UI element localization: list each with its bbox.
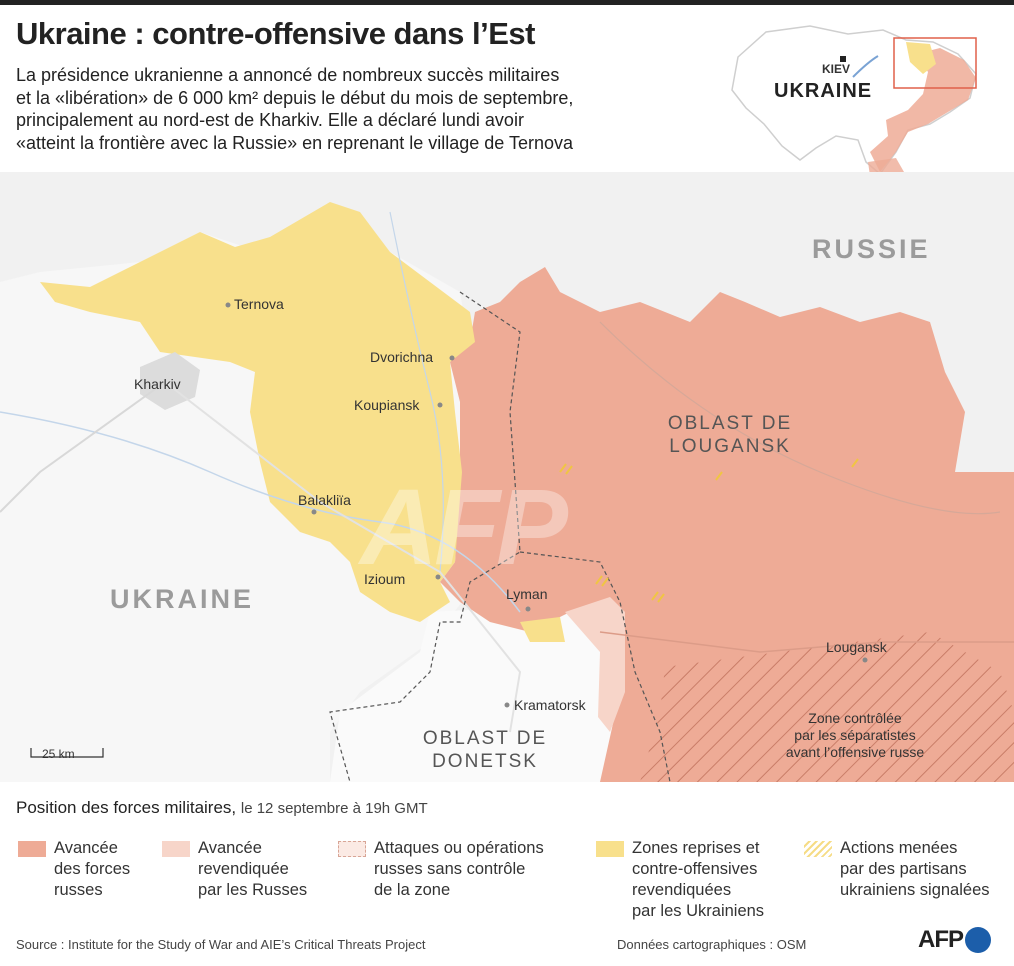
legend-line: par des partisans bbox=[840, 860, 967, 878]
afp-logo-text: AFP bbox=[918, 926, 964, 953]
legend-line: par les Russes bbox=[198, 881, 308, 899]
zone-line: Zone contrôlée bbox=[808, 710, 902, 726]
intro-line: principalement au nord-est de Kharkiv. E… bbox=[16, 110, 524, 130]
river bbox=[599, 321, 1001, 515]
lyman-dot bbox=[525, 606, 531, 612]
legend-line: revendiquées bbox=[632, 881, 732, 899]
afp-logo-dot bbox=[965, 927, 991, 953]
page-title: Ukraine : contre-offensive dans l’Est bbox=[16, 16, 535, 51]
place-izioum: Izioum bbox=[364, 571, 406, 587]
legend-line: ukrainiens signalées bbox=[840, 881, 990, 899]
inset-retaken-area bbox=[906, 42, 936, 74]
oblast-label-lougansk: OBLAST DE LOUGANSK bbox=[655, 412, 805, 458]
place-ternova: Ternova bbox=[234, 296, 284, 312]
swatch-attacks bbox=[338, 841, 366, 857]
legend-line: Actions menées bbox=[840, 839, 958, 857]
legend-line: Zones reprises et bbox=[632, 839, 760, 857]
river bbox=[0, 411, 521, 613]
kharkiv-urban bbox=[140, 352, 200, 410]
legend-item-attacks: Attaques ou opérations russes sans contr… bbox=[338, 838, 544, 901]
legend-line: Avancée bbox=[54, 839, 118, 857]
intro-line: «atteint la frontière avec la Russie» en… bbox=[16, 132, 574, 153]
swatch-claimed bbox=[162, 841, 190, 857]
legend-item-retaken: Zones reprises et contre-offensives reve… bbox=[596, 838, 764, 922]
retaken-lyman-strip bbox=[520, 617, 565, 642]
retaken-area bbox=[40, 202, 475, 622]
legend-line: russes sans contrôle bbox=[374, 860, 526, 878]
legend-line: revendiquée bbox=[198, 860, 289, 878]
legend-line: des forces bbox=[54, 860, 131, 878]
legend-date: le 12 septembre à 19h GMT bbox=[240, 800, 428, 817]
oblast-line: DONETSK bbox=[432, 751, 538, 772]
legend-title: Position des forces militaires, bbox=[16, 798, 237, 817]
legend-line: contre-offensives bbox=[632, 860, 758, 878]
afp-logo: AFP bbox=[918, 926, 991, 954]
map-credits: Données cartographiques : OSM bbox=[617, 937, 807, 952]
swatch-retaken bbox=[596, 841, 624, 857]
source-note: Source : Institute for the Study of War … bbox=[16, 937, 426, 952]
country-label-ukraine: UKRAINE bbox=[110, 584, 255, 614]
koupiansk-dot bbox=[437, 402, 443, 408]
swatch-russian-advance bbox=[18, 841, 46, 857]
afp-watermark: AFP bbox=[360, 466, 568, 587]
claimed-area bbox=[565, 597, 625, 732]
oblast-line: OBLAST DE bbox=[667, 413, 793, 434]
legend-line: Attaques ou opérations bbox=[374, 839, 544, 857]
oblast-border bbox=[329, 291, 521, 782]
road bbox=[0, 381, 166, 513]
inset-occupied-area bbox=[870, 48, 976, 172]
top-rule bbox=[0, 0, 1014, 5]
inset-locator-map: KIEV UKRAINE bbox=[718, 12, 998, 182]
legend-line: de la zone bbox=[374, 881, 451, 899]
swatch-partisans bbox=[804, 841, 832, 857]
ternova-dot bbox=[225, 302, 231, 308]
legend-item-russian-advance: Avancée des forces russes bbox=[18, 838, 130, 901]
legend-line: par les Ukrainiens bbox=[632, 902, 765, 920]
place-lyman: Lyman bbox=[506, 586, 548, 602]
oblast-label-donetsk: OBLAST DE DONETSK bbox=[405, 727, 565, 773]
place-koupiansk: Koupiansk bbox=[354, 397, 420, 413]
donetsk-land bbox=[330, 602, 630, 782]
road bbox=[599, 631, 1014, 653]
oblast-border bbox=[519, 551, 671, 782]
dvorichna-dot bbox=[449, 355, 455, 361]
separatist-zone-label: Zone contrôlée par les séparatistes avan… bbox=[760, 710, 950, 761]
zone-line: par les séparatistes bbox=[794, 727, 916, 743]
capital-marker bbox=[840, 56, 846, 62]
scale-bar: 25 km bbox=[30, 747, 104, 761]
izioum-dot bbox=[435, 574, 441, 580]
intro-line: et la «libération» de 6 000 km² depuis l… bbox=[16, 87, 574, 108]
inset-country-label: UKRAINE bbox=[774, 80, 873, 102]
kramatorsk-dot bbox=[504, 702, 510, 708]
inset-focus-frame bbox=[893, 37, 977, 89]
intro-text: La présidence ukranienne a annoncé de no… bbox=[16, 64, 656, 154]
place-balakliia: Balakliïa bbox=[298, 492, 351, 508]
main-map: RUSSIE UKRAINE OBLAST DE LOUGANSK OBLAST… bbox=[0, 172, 1014, 782]
road bbox=[164, 381, 522, 733]
oblast-line: OBLAST DE bbox=[422, 728, 548, 749]
country-label-russia: RUSSIE bbox=[812, 234, 931, 264]
river bbox=[389, 211, 444, 573]
legend-line: Avancée bbox=[198, 839, 262, 857]
separatist-zone bbox=[640, 632, 1014, 782]
zone-line: avant l’offensive russe bbox=[785, 744, 925, 760]
inset-capital-label: KIEV bbox=[822, 62, 851, 76]
legend-item-partisans: Actions menées par des partisans ukraini… bbox=[804, 838, 990, 901]
place-kharkiv: Kharkiv bbox=[134, 376, 181, 392]
lougansk-dot bbox=[862, 657, 868, 663]
legend-heading: Position des forces militaires, le 12 se… bbox=[16, 798, 428, 818]
legend-line: russes bbox=[54, 881, 103, 899]
place-lougansk: Lougansk bbox=[826, 639, 887, 655]
partisan-marks bbox=[559, 458, 859, 603]
balakliia-dot bbox=[311, 509, 317, 515]
place-kramatorsk: Kramatorsk bbox=[514, 697, 586, 713]
intro-line: La présidence ukranienne a annoncé de no… bbox=[16, 65, 560, 85]
legend-item-claimed: Avancée revendiquée par les Russes bbox=[162, 838, 307, 901]
place-dvorichna: Dvorichna bbox=[370, 349, 434, 365]
oblast-line: LOUGANSK bbox=[669, 436, 791, 457]
